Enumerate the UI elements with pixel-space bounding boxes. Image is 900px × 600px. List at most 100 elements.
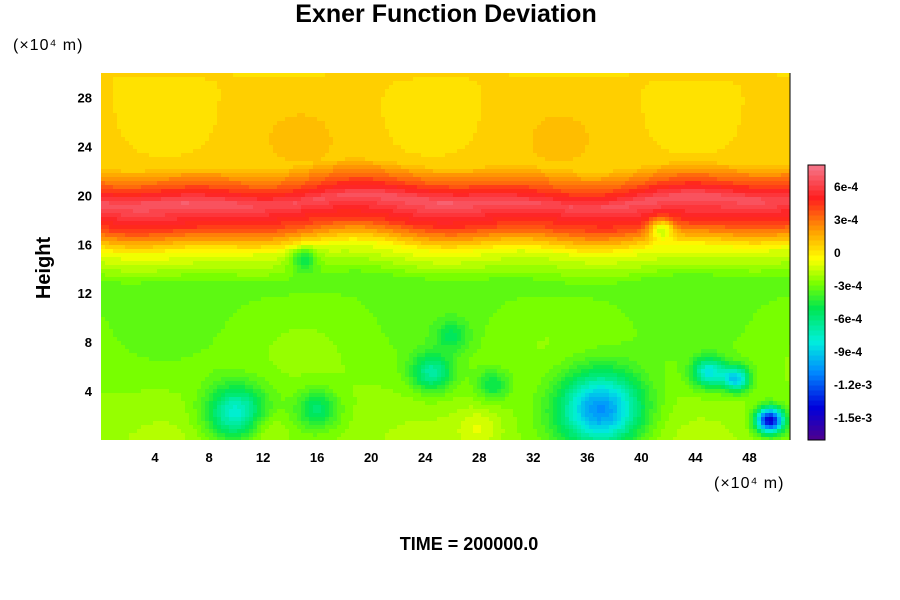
heatmap-cell: [205, 85, 210, 90]
heatmap-cell: [625, 81, 630, 86]
heatmap-cell: [669, 129, 674, 134]
heatmap-cell: [445, 145, 450, 150]
heatmap-cell: [701, 101, 706, 106]
heatmap-cell: [349, 105, 354, 110]
heatmap-cell: [241, 153, 246, 158]
heatmap-cell: [353, 177, 358, 182]
heatmap-cell: [561, 165, 566, 170]
heatmap-cell: [525, 105, 530, 110]
heatmap-cell: [589, 101, 594, 106]
heatmap-cell: [129, 101, 134, 106]
heatmap-cell: [281, 113, 286, 118]
heatmap-cell: [697, 109, 702, 114]
heatmap-cell: [569, 145, 574, 150]
heatmap-cell: [405, 125, 410, 130]
heatmap-cell: [505, 85, 510, 90]
heatmap-cell: [445, 185, 450, 190]
heatmap-cell: [577, 117, 582, 122]
heatmap-cell: [609, 157, 614, 162]
heatmap-cell: [493, 169, 498, 174]
heatmap-cell: [233, 77, 238, 82]
heatmap-cell: [573, 89, 578, 94]
heatmap-cell: [329, 137, 334, 142]
heatmap-cell: [537, 161, 542, 166]
heatmap-cell: [665, 117, 670, 122]
heatmap-cell: [521, 157, 526, 162]
heatmap-cell: [757, 73, 762, 78]
heatmap-cell: [737, 133, 742, 138]
heatmap-cell: [537, 73, 542, 78]
heatmap-cell: [605, 133, 610, 138]
heatmap-cell: [173, 85, 178, 90]
heatmap-cell: [289, 185, 294, 190]
heatmap-cell: [105, 129, 110, 134]
heatmap-cell: [233, 101, 238, 106]
heatmap-cell: [177, 97, 182, 102]
heatmap-cell: [461, 157, 466, 162]
heatmap-cell: [369, 73, 374, 78]
heatmap-cell: [393, 113, 398, 118]
heatmap-cell: [161, 73, 166, 78]
heatmap-cell: [737, 173, 742, 178]
heatmap-cell: [349, 181, 354, 186]
heatmap-cell: [617, 169, 622, 174]
heatmap-cell: [589, 181, 594, 186]
heatmap-cell: [325, 125, 330, 130]
heatmap-cell: [629, 113, 634, 118]
heatmap-cell: [201, 165, 206, 170]
heatmap-cell: [289, 153, 294, 158]
heatmap-cell: [125, 153, 130, 158]
heatmap-cell: [397, 117, 402, 122]
heatmap-cell: [333, 117, 338, 122]
heatmap-cell: [165, 165, 170, 170]
heatmap-cell: [545, 149, 550, 154]
heatmap-cell: [633, 73, 638, 78]
heatmap-cell: [481, 181, 486, 186]
heatmap-cell: [357, 93, 362, 98]
heatmap-cell: [613, 97, 618, 102]
heatmap-cell: [133, 129, 138, 134]
heatmap-cell: [457, 97, 462, 102]
heatmap-cell: [173, 165, 178, 170]
heatmap-cell: [501, 173, 506, 178]
heatmap-cell: [477, 133, 482, 138]
heatmap-cell: [377, 105, 382, 110]
heatmap-cell: [357, 125, 362, 130]
heatmap-cell: [633, 117, 638, 122]
heatmap-cell: [345, 73, 350, 78]
heatmap-cell: [141, 85, 146, 90]
heatmap-cell: [665, 93, 670, 98]
heatmap-cell: [449, 185, 454, 190]
heatmap-cell: [309, 149, 314, 154]
heatmap-cell: [365, 117, 370, 122]
heatmap-cell: [261, 173, 266, 178]
heatmap-cell: [725, 169, 730, 174]
heatmap-cell: [777, 153, 782, 158]
heatmap-cell: [633, 149, 638, 154]
heatmap-cell: [673, 141, 678, 146]
heatmap-cell: [165, 121, 170, 126]
heatmap-cell: [181, 165, 186, 170]
heatmap-cell: [721, 73, 726, 78]
heatmap-cell: [165, 129, 170, 134]
heatmap-cell: [145, 121, 150, 126]
heatmap-cell: [761, 125, 766, 130]
heatmap-cell: [521, 109, 526, 114]
heatmap-cell: [577, 129, 582, 134]
heatmap-cell: [293, 129, 298, 134]
heatmap-cell: [629, 73, 634, 78]
heatmap-cell: [513, 173, 518, 178]
heatmap-cell: [521, 73, 526, 78]
heatmap-cell: [673, 109, 678, 114]
heatmap-cell: [441, 149, 446, 154]
heatmap-cell: [381, 185, 386, 190]
heatmap-cell: [673, 133, 678, 138]
heatmap-cell: [585, 117, 590, 122]
heatmap-cell: [573, 145, 578, 150]
heatmap-cell: [397, 161, 402, 166]
heatmap-cell: [213, 113, 218, 118]
heatmap-cell: [549, 133, 554, 138]
heatmap-cell: [529, 81, 534, 86]
heatmap-cell: [321, 177, 326, 182]
heatmap-cell: [113, 121, 118, 126]
